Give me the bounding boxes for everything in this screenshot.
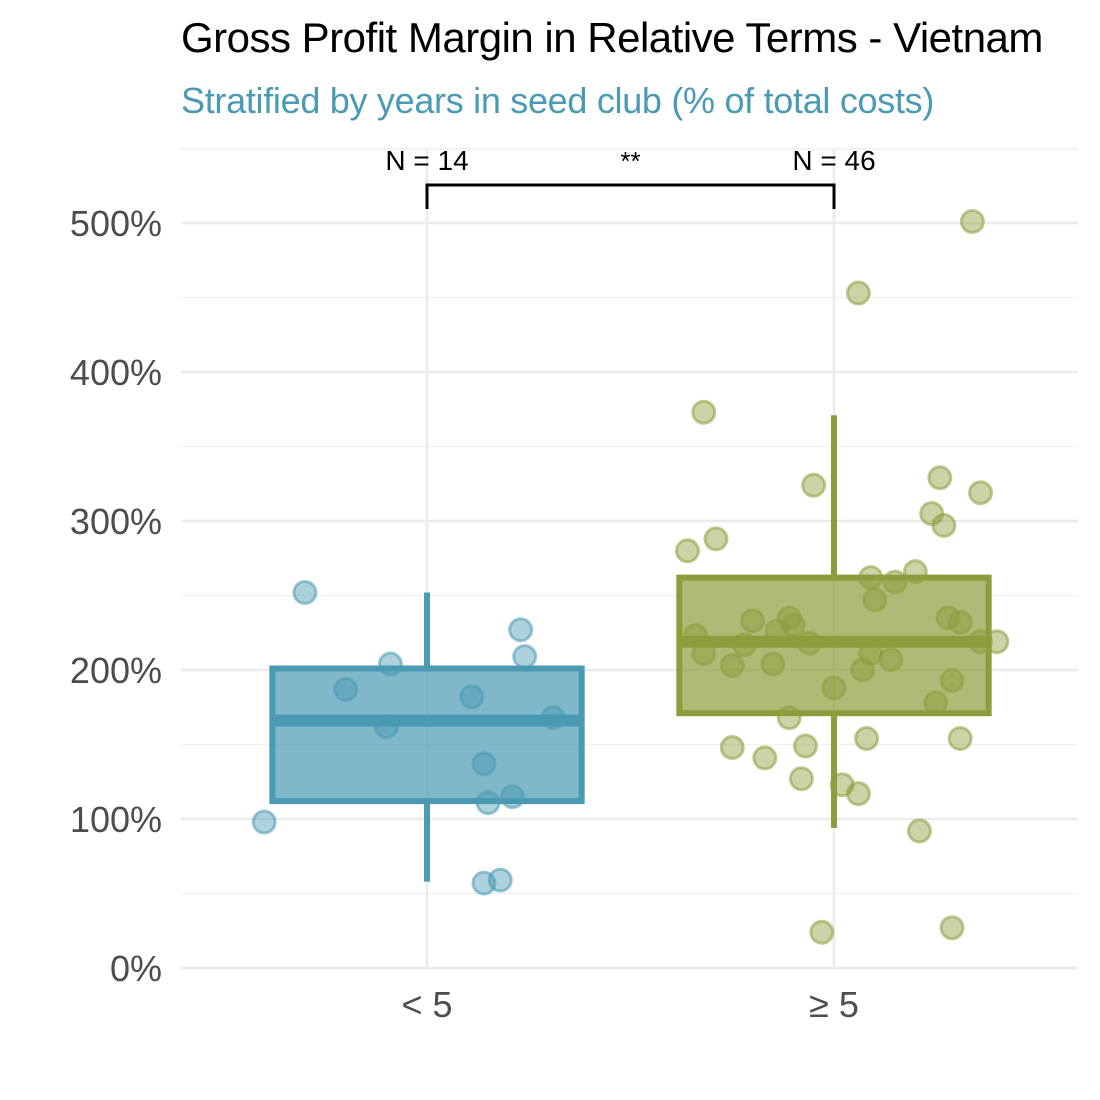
data-point [793,733,819,759]
data-point [508,617,534,643]
data-point [731,632,757,658]
data-point [968,629,994,655]
data-point [939,915,965,941]
y-axis: 0% 100% 200% 300% 400% 500% [70,203,162,989]
data-point [691,641,717,667]
box-iqr [269,665,585,805]
data-point [801,472,827,498]
data-point [512,644,538,670]
data-point [968,480,994,506]
data-point [923,690,949,716]
data-point [959,209,985,235]
data-point [854,726,880,752]
y-tick-label: 0% [110,948,162,989]
data-point [475,790,501,816]
significance-label: ** [620,146,640,176]
data-point [906,818,932,844]
data-point [471,751,497,777]
data-point [939,667,965,693]
grid-layer [181,147,1078,970]
data-point [740,608,766,634]
data-point [719,734,745,760]
data-point [849,657,875,683]
data-point [882,569,908,595]
n-count-label: N = 14 [385,145,468,176]
data-point [821,675,847,701]
data-point [540,705,566,731]
n-count-label: N = 46 [792,145,875,176]
x-axis: < 5 ≥ 5 [401,984,858,1025]
chart-subtitle: Stratified by years in seed club (% of t… [181,80,935,121]
data-point [947,609,973,635]
significance-bracket [425,183,836,209]
data-point [674,538,700,564]
chart-title: Gross Profit Margin in Relative Terms - … [181,14,1043,61]
data-point [927,465,953,491]
data-point [902,559,928,585]
data-point [764,618,790,644]
data-point [292,580,318,606]
data-point [719,653,745,679]
data-point [947,726,973,752]
data-point [809,919,835,945]
data-point [377,651,403,677]
y-tick-label: 400% [70,352,162,393]
x-tick-label: ≥ 5 [809,984,859,1025]
significance-annotation: ** N = 14 N = 46 [385,145,876,209]
data-point [760,651,786,677]
data-point [703,526,729,552]
data-point [797,630,823,656]
data-point [499,784,525,810]
x-tick-label: < 5 [401,984,452,1025]
data-point [691,399,717,425]
y-tick-label: 500% [70,203,162,244]
data-point [845,781,871,807]
data-point [878,647,904,673]
data-point [459,684,485,710]
data-point [845,280,871,306]
y-tick-label: 200% [70,650,162,691]
data-point [858,565,884,591]
data-point [776,705,802,731]
points-layer [251,209,1010,945]
data-point [487,867,513,893]
data-point [333,676,359,702]
data-point [251,809,277,835]
data-point [373,714,399,740]
y-tick-label: 300% [70,501,162,542]
data-point [788,766,814,792]
y-tick-label: 100% [70,799,162,840]
data-point [931,512,957,538]
data-point [862,587,888,613]
data-point [752,745,778,771]
